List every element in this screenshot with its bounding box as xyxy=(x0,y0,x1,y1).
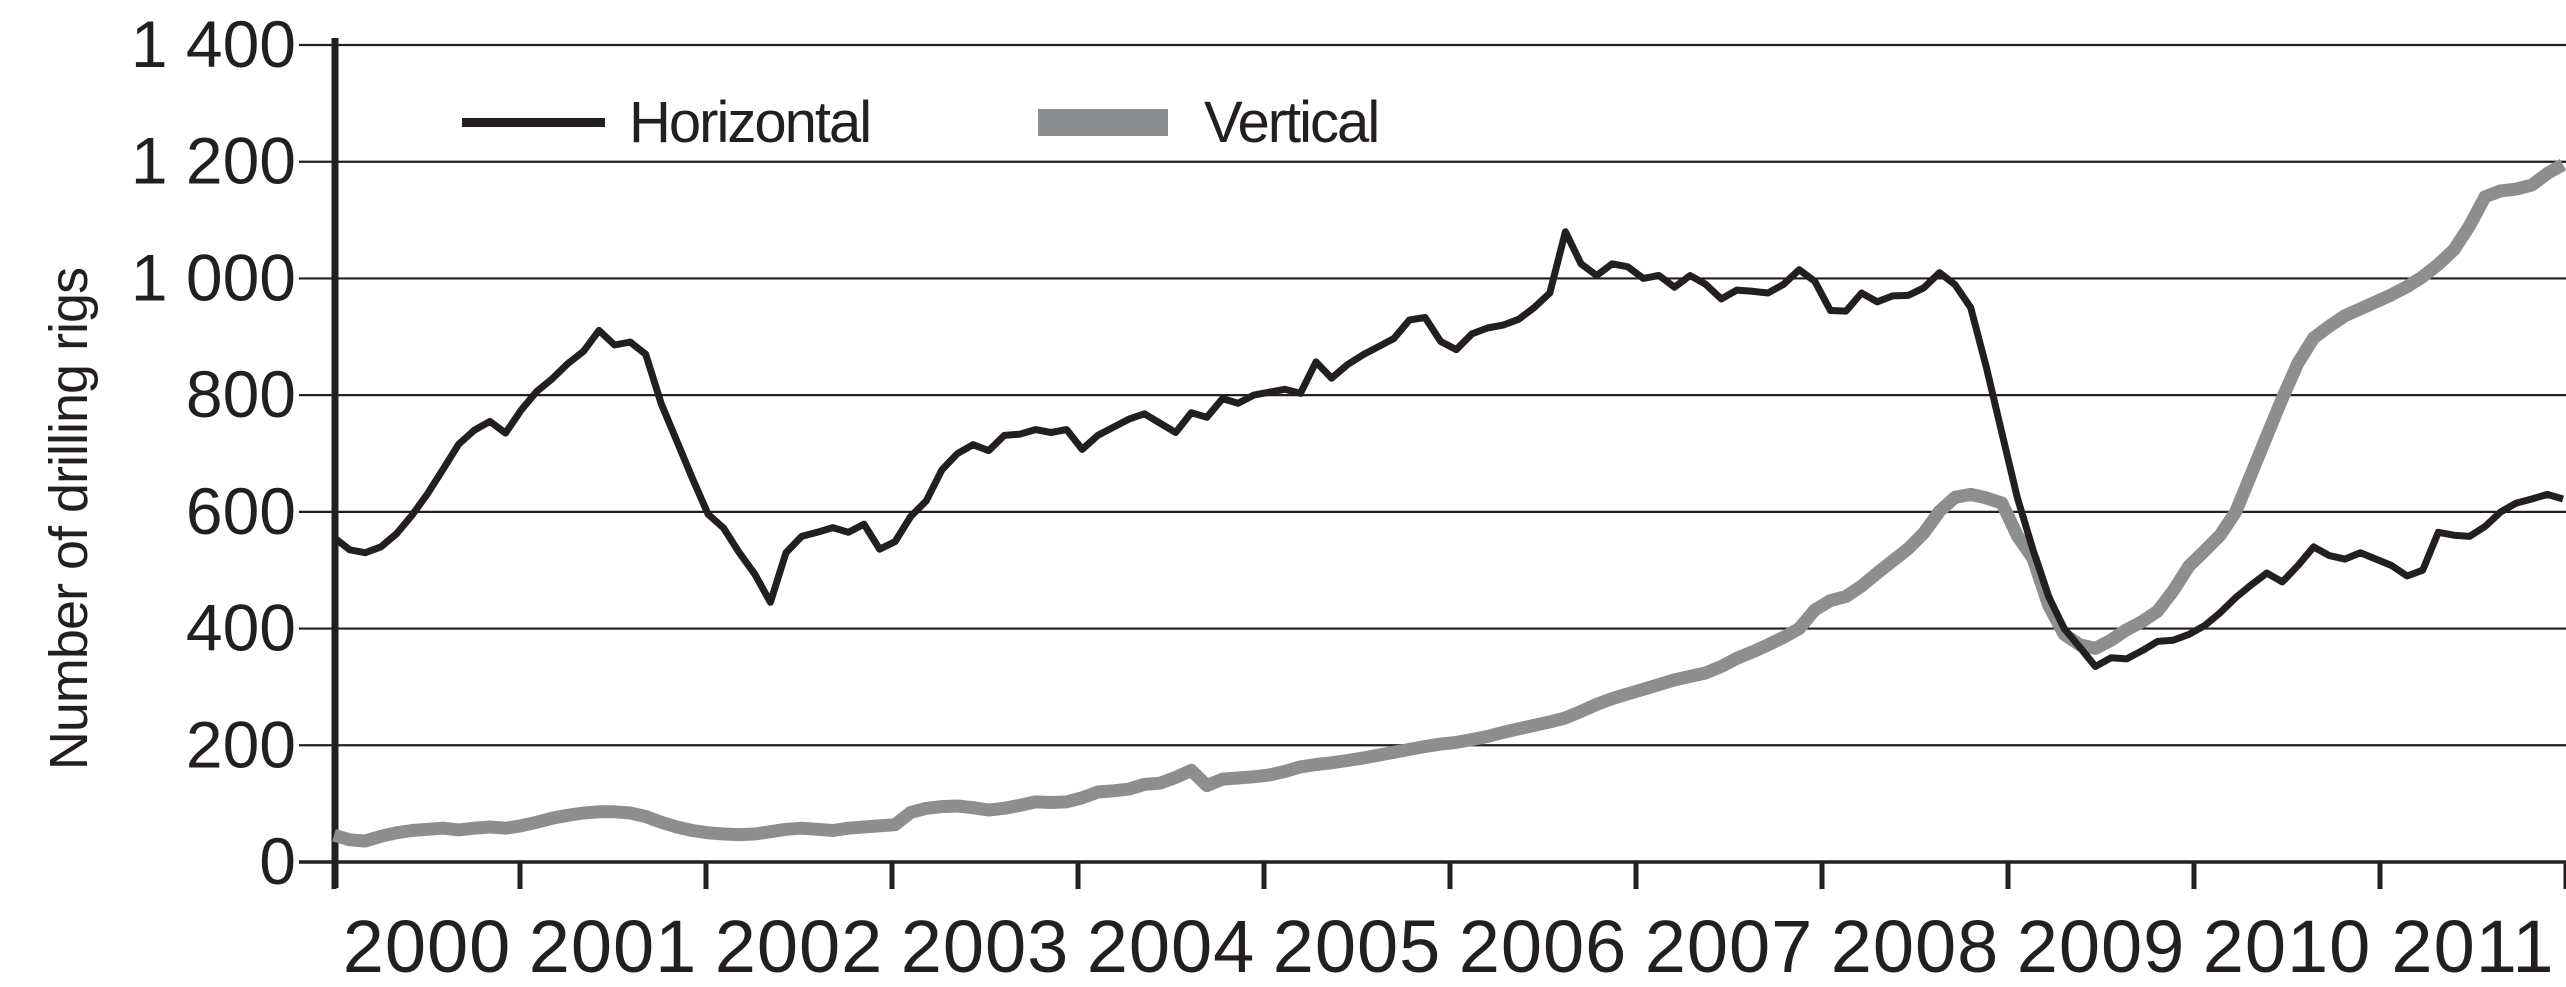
x-tick-label-2006: 2006 xyxy=(1459,905,1628,987)
y-tick-label-200: 200 xyxy=(186,707,296,781)
y-tick-label-1200: 1 200 xyxy=(131,124,296,198)
y-tick-label-400: 400 xyxy=(186,591,296,665)
y-tick-label-1000: 1 000 xyxy=(131,240,296,314)
y-tick-label-0: 0 xyxy=(259,824,296,898)
y-tick-label-1400: 1 400 xyxy=(131,7,296,81)
x-tick-label-2004: 2004 xyxy=(1087,905,1256,987)
x-tick-label-2007: 2007 xyxy=(1645,905,1814,987)
x-tick-label-2009: 2009 xyxy=(2017,905,2186,987)
x-tick-label-2008: 2008 xyxy=(1831,905,2000,987)
x-tick-label-2005: 2005 xyxy=(1273,905,1442,987)
x-tick-label-2010: 2010 xyxy=(2203,905,2372,987)
y-tick-label-800: 800 xyxy=(186,357,296,431)
x-tick-label-2003: 2003 xyxy=(901,905,1070,987)
x-tick-label-2002: 2002 xyxy=(715,905,884,987)
y-tick-label-600: 600 xyxy=(186,474,296,548)
series-line-horizontal xyxy=(331,228,2564,670)
series-line-vertical xyxy=(332,158,2566,848)
y-axis-title: Number of drilling rigs xyxy=(39,267,99,771)
x-tick-label-2001: 2001 xyxy=(529,905,698,987)
x-tick-label-2011: 2011 xyxy=(2391,905,2554,987)
x-tick-label-2000: 2000 xyxy=(343,905,512,987)
